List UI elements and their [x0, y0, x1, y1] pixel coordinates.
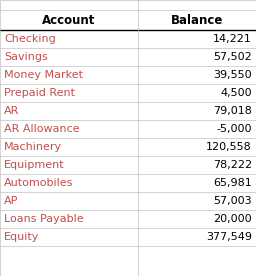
Text: AR Allowance: AR Allowance — [4, 124, 80, 134]
Text: Prepaid Rent: Prepaid Rent — [4, 88, 75, 98]
Text: 57,003: 57,003 — [213, 196, 252, 206]
Bar — [0, 30, 256, 48]
Bar — [0, 228, 256, 246]
Text: Equity: Equity — [4, 232, 39, 242]
Text: Balance: Balance — [171, 14, 223, 26]
Bar — [0, 210, 256, 228]
Text: 20,000: 20,000 — [213, 214, 252, 224]
Text: 377,549: 377,549 — [206, 232, 252, 242]
Text: 14,221: 14,221 — [213, 34, 252, 44]
Text: Loans Payable: Loans Payable — [4, 214, 84, 224]
Bar — [0, 156, 256, 174]
Text: Account: Account — [42, 14, 96, 26]
Bar — [0, 48, 256, 66]
Text: AP: AP — [4, 196, 18, 206]
Text: 4,500: 4,500 — [220, 88, 252, 98]
Bar — [0, 66, 256, 84]
Text: 79,018: 79,018 — [213, 106, 252, 116]
Text: -5,000: -5,000 — [217, 124, 252, 134]
Bar — [0, 174, 256, 192]
Text: 120,558: 120,558 — [206, 142, 252, 152]
Text: Equipment: Equipment — [4, 160, 65, 170]
Text: Machinery: Machinery — [4, 142, 62, 152]
Text: 65,981: 65,981 — [213, 178, 252, 188]
Text: AR: AR — [4, 106, 19, 116]
Bar — [0, 246, 256, 256]
Bar — [0, 84, 256, 102]
Bar — [0, 10, 256, 30]
Text: 57,502: 57,502 — [213, 52, 252, 62]
Bar — [0, 138, 256, 156]
Bar — [0, 192, 256, 210]
Text: Checking: Checking — [4, 34, 56, 44]
Text: Savings: Savings — [4, 52, 48, 62]
Bar — [0, 102, 256, 120]
Text: 39,550: 39,550 — [213, 70, 252, 80]
Text: Automobiles: Automobiles — [4, 178, 73, 188]
Bar — [0, 0, 256, 10]
Text: Money Market: Money Market — [4, 70, 83, 80]
Text: 78,222: 78,222 — [213, 160, 252, 170]
Bar — [0, 120, 256, 138]
